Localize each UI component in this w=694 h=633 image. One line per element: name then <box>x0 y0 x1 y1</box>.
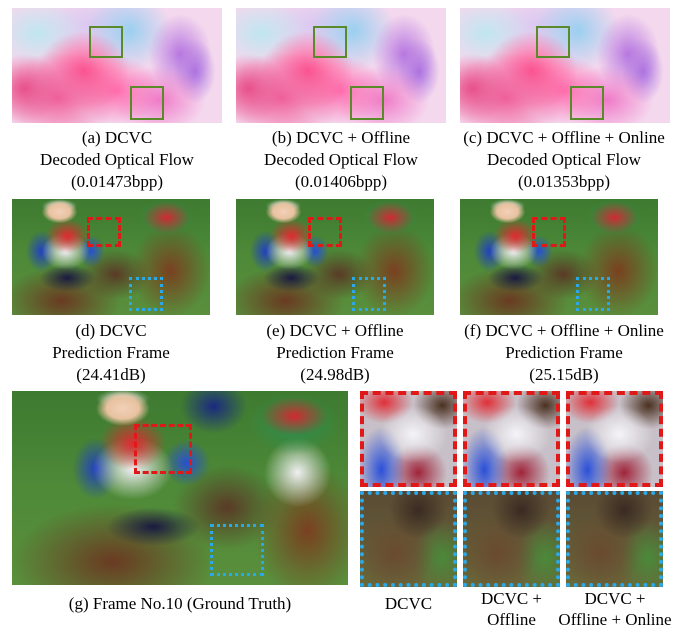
crop-blue-online <box>566 491 663 587</box>
crop-frame-blue <box>566 491 663 587</box>
crop-frame-red <box>566 391 663 487</box>
crop-frame-red <box>463 391 560 487</box>
ground-truth-image <box>12 391 348 585</box>
prediction-image-d <box>12 199 210 315</box>
flow-image-a <box>12 8 222 123</box>
zoom-box-blue <box>352 277 386 311</box>
flow-zoom-box-upper <box>536 26 570 58</box>
crop-red-dcvc <box>360 391 457 487</box>
caption-subtitle: Decoded Optical Flow <box>264 150 418 169</box>
caption-line1: DCVC + <box>480 589 543 608</box>
crop-frame-blue <box>360 491 457 587</box>
caption-ground-truth: (g) Frame No.10 (Ground Truth) <box>12 593 348 615</box>
caption-crop-offline: DCVC + Offline <box>459 588 564 630</box>
flow-zoom-box-upper <box>313 26 347 58</box>
caption-line1: DCVC + <box>584 589 646 608</box>
caption-line2: Offline <box>487 610 536 629</box>
caption-title: (e) DCVC + Offline <box>266 321 404 340</box>
prediction-image-e <box>236 199 434 315</box>
flow-zoom-box-lower <box>350 86 384 120</box>
crop-red-online <box>566 391 663 487</box>
flow-image-b <box>236 8 446 123</box>
caption-title: (a) DCVC <box>81 128 153 147</box>
caption-metric: (0.01353bpp) <box>517 172 611 191</box>
flow-zoom-box-lower <box>570 86 604 120</box>
crop-blue-offline <box>463 491 560 587</box>
caption-metric: (24.98dB) <box>300 365 370 384</box>
caption-metric: (0.01473bpp) <box>70 172 164 191</box>
flow-image-c <box>460 8 670 123</box>
zoom-box-red <box>532 217 566 247</box>
caption-flow-c: (c) DCVC + Offline + Online Decoded Opti… <box>444 127 684 193</box>
caption-metric: (24.41dB) <box>76 365 146 384</box>
caption-metric: (0.01406bpp) <box>294 172 388 191</box>
crop-blue-dcvc <box>360 491 457 587</box>
caption-crop-online: DCVC + Offline + Online <box>552 588 678 630</box>
prediction-image-f <box>460 199 658 315</box>
zoom-box-red <box>308 217 342 247</box>
caption-title: (f) DCVC + Offline + Online <box>464 321 664 340</box>
flow-zoom-box-lower <box>130 86 164 120</box>
caption-title: (b) DCVC + Offline <box>271 128 411 147</box>
caption-line2: Offline + Online <box>558 610 672 629</box>
zoom-box-red <box>134 424 192 474</box>
caption-subtitle: Prediction Frame <box>276 343 394 362</box>
caption-crop-dcvc: DCVC <box>356 593 461 615</box>
crop-red-offline <box>463 391 560 487</box>
caption-title: (d) DCVC <box>75 321 147 340</box>
caption-pred-f: (f) DCVC + Offline + Online Prediction F… <box>444 320 684 386</box>
zoom-box-red <box>87 217 121 247</box>
caption-metric: (25.15dB) <box>529 365 599 384</box>
caption-flow-b: (b) DCVC + Offline Decoded Optical Flow … <box>226 127 456 193</box>
zoom-box-blue <box>210 524 264 576</box>
caption-subtitle: Decoded Optical Flow <box>40 150 194 169</box>
crop-frame-blue <box>463 491 560 587</box>
caption-subtitle: Prediction Frame <box>52 343 170 362</box>
caption-subtitle: Prediction Frame <box>505 343 623 362</box>
zoom-box-blue <box>576 277 610 311</box>
flow-zoom-box-upper <box>89 26 123 58</box>
caption-pred-d: (d) DCVC Prediction Frame (24.41dB) <box>2 320 220 386</box>
crop-frame-red <box>360 391 457 487</box>
caption-title: (c) DCVC + Offline + Online <box>463 128 665 147</box>
caption-flow-a: (a) DCVC Decoded Optical Flow (0.01473bp… <box>2 127 232 193</box>
caption-title: (g) Frame No.10 (Ground Truth) <box>68 594 292 613</box>
zoom-box-blue <box>129 277 163 311</box>
caption-line1: DCVC <box>384 594 433 613</box>
caption-pred-e: (e) DCVC + Offline Prediction Frame (24.… <box>220 320 450 386</box>
caption-subtitle: Decoded Optical Flow <box>487 150 641 169</box>
